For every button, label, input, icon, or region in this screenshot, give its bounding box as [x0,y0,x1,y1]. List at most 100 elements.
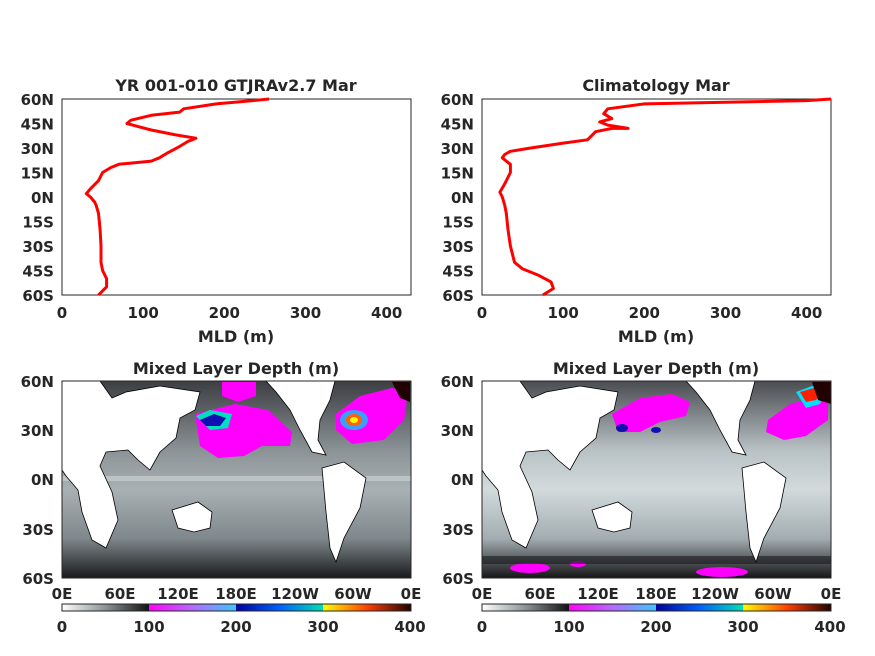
colorbar-tick-label: 0 [477,618,487,636]
tick-labels: 60N 45N 30N 15N 0N 15S 30S 45S 60S 0 100… [441,91,823,322]
y-tick-label: 30S [442,238,474,256]
colorbar-tick-label: 200 [640,618,671,636]
land-australia [591,501,633,533]
x-tick-label: 120E [577,585,619,603]
chart-title: YR 001-010 GTJRAv2.7 Mar [114,76,356,95]
colorbar-tick-label: 100 [553,618,584,636]
y-tick-label: 45N [21,116,54,134]
land-north-america [685,380,756,456]
mld-high-region [616,424,628,432]
x-tick-label: 120W [691,585,739,603]
y-tick-label: 30N [21,422,54,440]
mld-high-region [350,417,358,423]
x-tick-label: 60E [524,585,555,603]
colorbar: 0 100 200 300 400 [57,603,426,636]
colorbar-tick-label: 400 [814,618,845,636]
x-tick-label: 180E [635,585,677,603]
y-tick-label: 30N [441,140,474,158]
colorbar-tick-label: 300 [727,618,758,636]
colorbar-tick-label: 400 [394,618,425,636]
panel-mld-profile-climatology: Climatology Mar 60N 45N 30N 15N 0N 15S 3… [441,76,832,346]
y-tick-label: 60S [22,287,54,305]
x-tick-label: 400 [371,304,402,322]
colorbar-tick-label: 0 [57,618,67,636]
colorbar-frame [61,603,412,612]
land-south-america [741,461,787,564]
y-tick-label: 15S [442,214,474,232]
colorbar-segment [236,604,323,611]
colorbar-tick-label: 300 [307,618,338,636]
y-tick-label: 45S [22,263,54,281]
panel-mld-map-model: Mixed Layer Depth (m) 60N 30N [21,359,426,636]
colorbar: 0 100 200 300 400 [477,603,846,636]
chart-title: Mixed Layer Depth (m) [133,359,339,378]
y-tick-label: 60S [22,570,54,588]
colorbar-frame [481,603,832,612]
panel-mld-map-climatology: Mixed Layer Depth (m) 60N [441,359,846,636]
series-line [84,97,270,297]
y-tick-label: 0N [31,189,54,207]
x-axis-label: MLD (m) [618,327,694,346]
y-tick-label: 30S [442,521,474,539]
x-tick-label: 60W [754,585,792,603]
colorbar-segment [743,604,831,611]
colorbar-segment [656,604,743,611]
series-line [498,97,832,297]
plot-area [61,98,412,296]
y-tick-label: 30N [441,422,474,440]
colorbar-segment [149,604,236,611]
y-tick-label: 15N [21,165,54,183]
colorbar-segment [569,604,656,611]
y-tick-label: 60S [442,287,474,305]
x-tick-label: 0 [477,304,487,322]
plot-area [481,98,832,296]
land-south-america [321,461,367,564]
x-tick-label: 0 [57,304,67,322]
mld-high-region [392,382,410,402]
y-tick-label: 60S [442,570,474,588]
y-tick-label: 0N [451,189,474,207]
colorbar-segment [323,604,411,611]
colorbar-segment [482,604,569,611]
chart-title: Climatology Mar [582,76,729,95]
y-tick-label: 60N [441,373,474,391]
tick-labels: 60N 30N 0N 30S 60S 0E 60E 120E 180E 120W… [441,373,842,603]
y-tick-label: 30S [22,238,54,256]
y-tick-label: 60N [21,373,54,391]
land-eurasia-africa [61,380,201,549]
x-tick-label: 0E [821,585,842,603]
panel-mld-profile-model: YR 001-010 GTJRAv2.7 Mar 60N 45N 30N 15N… [21,76,412,346]
map-field [61,380,412,579]
colorbar-tick-label: 100 [133,618,164,636]
x-tick-label: 0E [401,585,422,603]
chart-title: Mixed Layer Depth (m) [553,359,759,378]
colorbar-segment [62,604,149,611]
mld-high-region [651,427,661,433]
mld-high-region [222,382,256,402]
southern-ocean-band [482,556,831,564]
x-tick-label: 200 [629,304,660,322]
x-tick-label: 0E [52,585,73,603]
colorbar-tick-label: 200 [220,618,251,636]
y-tick-label: 0N [451,471,474,489]
map-field [481,380,832,579]
x-tick-label: 120E [157,585,199,603]
x-axis-label: MLD (m) [198,327,274,346]
tick-labels: 60N 45N 30N 15N 0N 15S 30S 45S 60S 0 100… [21,91,403,322]
land-eurasia-africa [481,380,619,549]
y-tick-label: 45N [441,116,474,134]
mld-high-region [812,382,831,404]
mld-high-region [696,567,748,577]
y-tick-label: 15N [441,165,474,183]
x-tick-label: 180E [215,585,257,603]
x-tick-label: 120W [271,585,319,603]
y-tick-label: 60N [441,91,474,109]
x-tick-label: 300 [290,304,321,322]
y-tick-label: 45S [442,263,474,281]
y-tick-label: 15S [22,214,54,232]
tick-labels: 60N 30N 0N 30S 60S 0E 60E 120E 180E 120W… [21,373,422,603]
y-tick-label: 30N [21,140,54,158]
mld-high-region [612,394,690,432]
x-tick-label: 300 [710,304,741,322]
map-frame [61,380,412,579]
